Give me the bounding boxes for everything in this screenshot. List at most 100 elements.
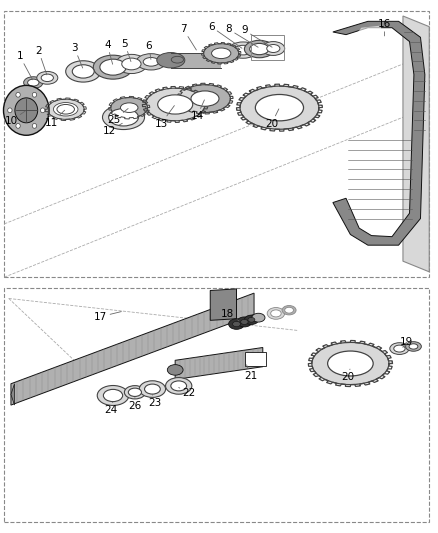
Ellipse shape [28, 79, 39, 86]
Text: 20: 20 [265, 109, 279, 128]
Ellipse shape [158, 95, 193, 114]
Text: 17: 17 [94, 312, 121, 321]
Ellipse shape [93, 55, 133, 79]
Ellipse shape [241, 319, 248, 325]
Text: 20: 20 [341, 369, 354, 382]
Text: 7: 7 [180, 24, 196, 50]
Ellipse shape [252, 313, 265, 322]
Polygon shape [11, 293, 254, 405]
Text: 26: 26 [128, 398, 141, 411]
Ellipse shape [328, 351, 373, 376]
Ellipse shape [32, 124, 37, 128]
Ellipse shape [120, 103, 138, 112]
Text: 25: 25 [107, 109, 128, 125]
Ellipse shape [47, 99, 84, 119]
Ellipse shape [250, 43, 269, 55]
Ellipse shape [229, 319, 244, 329]
Ellipse shape [139, 381, 166, 398]
Text: 23: 23 [148, 394, 162, 408]
Ellipse shape [248, 318, 255, 322]
Ellipse shape [244, 315, 258, 325]
Text: 8: 8 [225, 25, 258, 47]
Ellipse shape [285, 307, 293, 313]
Text: 19: 19 [400, 337, 413, 348]
Ellipse shape [66, 61, 101, 82]
Ellipse shape [167, 365, 183, 375]
Ellipse shape [212, 48, 231, 59]
Ellipse shape [228, 42, 258, 58]
Polygon shape [333, 21, 425, 245]
Ellipse shape [390, 343, 409, 354]
Text: 4: 4 [104, 40, 113, 64]
Ellipse shape [24, 77, 43, 88]
Bar [245, 352, 266, 366]
Polygon shape [403, 16, 429, 272]
Ellipse shape [16, 92, 20, 97]
Ellipse shape [32, 92, 37, 97]
Ellipse shape [16, 124, 20, 128]
Ellipse shape [244, 41, 274, 58]
Text: 22: 22 [179, 387, 196, 398]
Text: 24: 24 [105, 402, 118, 415]
Ellipse shape [97, 385, 129, 406]
Text: 12: 12 [103, 123, 122, 135]
Ellipse shape [136, 54, 166, 70]
Ellipse shape [267, 45, 280, 53]
Ellipse shape [116, 54, 147, 74]
Text: 1: 1 [16, 51, 32, 80]
Ellipse shape [143, 58, 159, 66]
Ellipse shape [406, 342, 421, 351]
Ellipse shape [171, 56, 184, 63]
Text: 10: 10 [4, 111, 25, 126]
Ellipse shape [267, 308, 285, 319]
Ellipse shape [271, 310, 281, 317]
Text: 14: 14 [191, 100, 205, 121]
Ellipse shape [171, 381, 187, 391]
Ellipse shape [122, 58, 141, 70]
Ellipse shape [157, 53, 185, 68]
Ellipse shape [102, 105, 145, 130]
Ellipse shape [233, 321, 240, 327]
Text: 18: 18 [221, 310, 239, 321]
Ellipse shape [100, 59, 126, 75]
Ellipse shape [40, 108, 45, 112]
Text: 3: 3 [71, 43, 83, 68]
Ellipse shape [394, 345, 405, 352]
Ellipse shape [145, 88, 205, 121]
Ellipse shape [145, 384, 160, 394]
Text: 21: 21 [244, 365, 257, 381]
Ellipse shape [234, 45, 252, 55]
Ellipse shape [53, 102, 78, 116]
Ellipse shape [8, 108, 12, 112]
Bar [4, 288, 429, 522]
Polygon shape [11, 384, 14, 405]
Ellipse shape [124, 386, 145, 399]
Polygon shape [210, 289, 237, 320]
Ellipse shape [262, 42, 285, 55]
Text: 5: 5 [121, 39, 131, 62]
Ellipse shape [15, 98, 38, 123]
Text: 11: 11 [45, 110, 65, 127]
Ellipse shape [240, 86, 319, 130]
Polygon shape [175, 348, 263, 379]
Ellipse shape [41, 74, 53, 82]
Ellipse shape [72, 65, 94, 78]
Text: 13: 13 [155, 106, 174, 128]
Ellipse shape [111, 98, 148, 118]
Ellipse shape [57, 104, 74, 114]
Ellipse shape [128, 388, 141, 397]
Ellipse shape [255, 94, 304, 121]
Text: 2: 2 [35, 46, 47, 75]
Ellipse shape [282, 305, 296, 315]
Ellipse shape [109, 109, 138, 126]
Bar [4, 11, 429, 277]
Text: 6: 6 [208, 22, 242, 49]
Text: 6: 6 [145, 41, 152, 59]
Ellipse shape [180, 85, 230, 112]
Ellipse shape [237, 317, 252, 327]
Ellipse shape [191, 91, 219, 106]
Ellipse shape [312, 342, 389, 385]
Ellipse shape [37, 71, 58, 84]
Polygon shape [357, 26, 381, 33]
Text: 16: 16 [378, 19, 391, 36]
